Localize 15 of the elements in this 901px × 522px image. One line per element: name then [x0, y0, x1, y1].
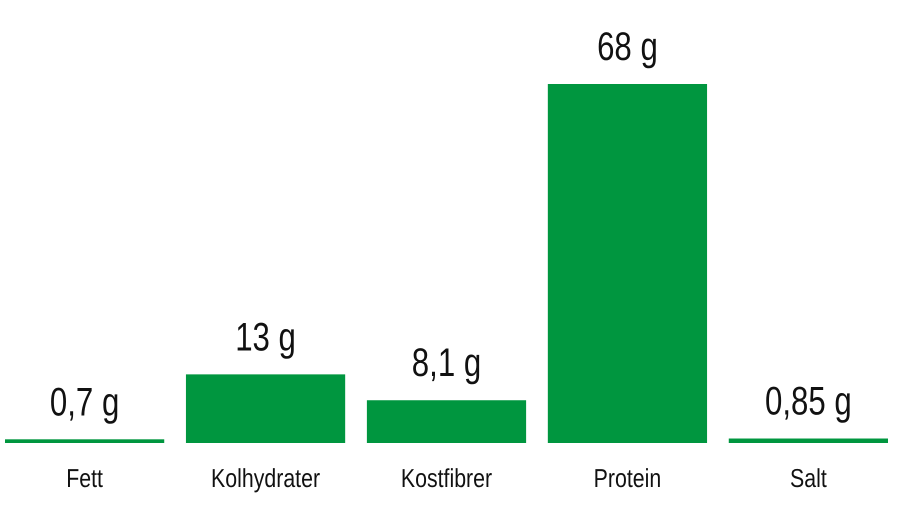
bar: [728, 438, 888, 443]
x-tick-label: Protein: [594, 464, 662, 494]
data-label: 0,85 g: [765, 378, 852, 424]
bar: [186, 374, 346, 443]
data-label: 13 g: [235, 314, 296, 360]
bar: [548, 84, 708, 443]
data-label: 68 g: [597, 24, 658, 69]
bar: [366, 400, 526, 443]
x-tick-label: Salt: [790, 464, 828, 494]
x-tick-label: Kolhydrater: [211, 464, 320, 494]
data-label: 8,1 g: [412, 340, 482, 386]
x-tick-label: Fett: [66, 464, 104, 494]
bar: [5, 439, 164, 443]
x-tick-label: Kostfibrer: [400, 464, 492, 494]
data-label: 0,7 g: [50, 380, 120, 424]
